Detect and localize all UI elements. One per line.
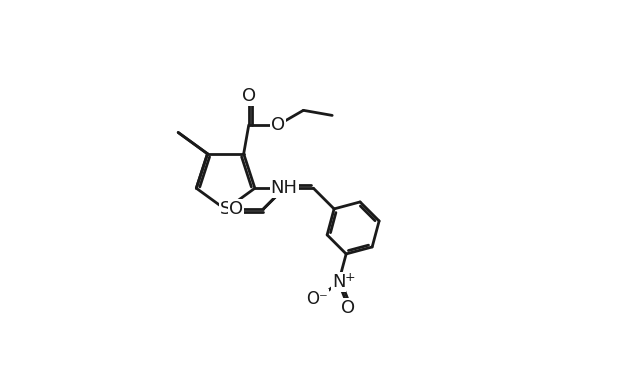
Text: +: + bbox=[345, 271, 355, 284]
Text: N: N bbox=[332, 273, 346, 291]
Text: NH: NH bbox=[271, 179, 298, 197]
Text: O: O bbox=[341, 299, 355, 316]
Text: O: O bbox=[271, 116, 285, 134]
Text: O⁻: O⁻ bbox=[307, 290, 328, 308]
Text: S: S bbox=[220, 200, 231, 218]
Text: O: O bbox=[228, 200, 243, 218]
Text: O: O bbox=[242, 87, 256, 105]
